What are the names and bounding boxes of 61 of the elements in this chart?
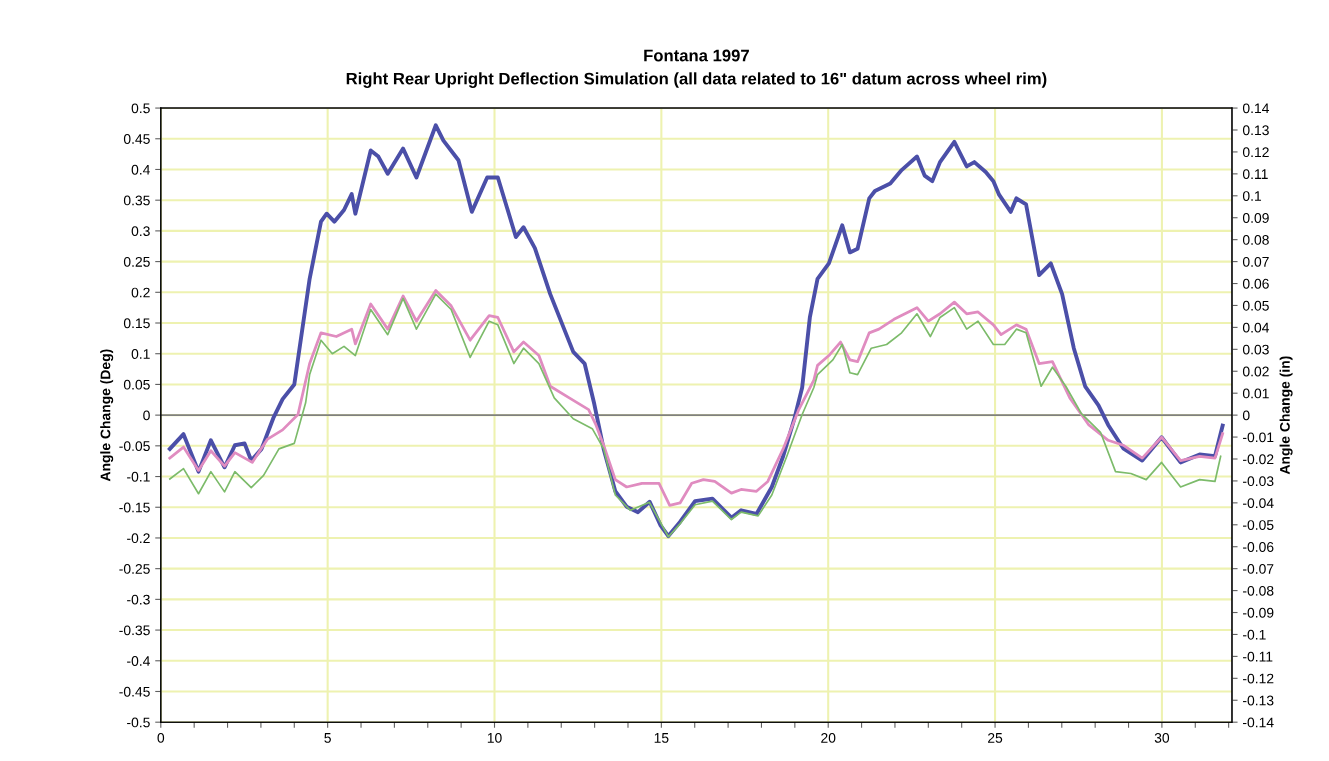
y-tick-label: 0.35 [123,195,150,206]
y-tick-label: 0.05 [123,379,150,390]
y2-tick-label: -0.03 [1243,476,1274,487]
y-tick-label: -0.45 [119,686,150,697]
y2-tick-label: 0.03 [1242,344,1269,355]
y2-tick-label: 0.05 [1242,300,1269,311]
y-tick-label: -0.35 [119,625,150,636]
y2-tick-label: -0.11 [1243,651,1273,662]
x-tick-label: 20 [821,732,836,743]
y-tick-label: -0.05 [119,441,150,451]
x-tick-label: 15 [654,733,669,743]
y2-tick-label: -0.02 [1243,454,1274,465]
y2-tick-label: 0.1 [1242,191,1262,201]
y2-tick-label: 0.09 [1242,213,1269,223]
y2-tick-label: 0.14 [1242,103,1270,114]
y2-tick-label: -0.07 [1243,563,1274,574]
y-tick-label: -0.2 [127,533,150,544]
y-tick-label: 0 [143,410,150,421]
y-tick-label: 0.5 [131,103,150,114]
y2-tick-label: -0.05 [1243,520,1274,530]
y2-tick-label: 0.02 [1242,366,1269,377]
y-tick-label: 0.45 [123,134,150,144]
y2-tick-label: 0.07 [1242,256,1269,267]
y-tick-label: -0.15 [119,502,150,513]
y-tick-label: -0.5 [127,717,150,728]
y2-tick-label: 0.04 [1242,322,1270,333]
y2-tick-label: -0.06 [1243,542,1274,552]
y-tick-label: 0.4 [131,164,150,175]
chart-subtitle: Right Rear Upright Deflection Simulation (all data related to 16" datum across wheel rim) [346,72,1047,88]
y2-tick-label: 0.06 [1242,278,1269,289]
x-tick-label: 5 [324,733,331,743]
x-tick-label: 25 [988,732,1003,743]
y-tick-label: 0.3 [131,226,150,237]
y-tick-label: 0.2 [131,287,150,298]
x-tick-label: 30 [1154,732,1170,743]
y2-tick-label: -0.01 [1243,432,1274,443]
chart-title: Fontana 1997 [644,49,749,62]
y2-tick-label: -0.09 [1243,607,1274,618]
y-tick-label: 0.15 [123,318,150,329]
y2-tick-label: 0.08 [1242,234,1269,245]
y-tick-label: -0.1 [127,471,150,482]
y-tick-label: -0.4 [127,656,150,666]
y2-tick-label: 0.01 [1242,388,1269,399]
y2-tick-label: 0.11 [1242,169,1268,180]
y-tick-label: -0.3 [127,594,150,605]
y2-tick-label: 0 [1242,410,1250,421]
y2-tick-label: 0.13 [1242,125,1269,136]
x-tick-label: 0 [157,732,165,743]
y2-tick-label: -0.13 [1243,695,1274,706]
y2-tick-label: -0.12 [1243,673,1274,684]
y2-tick-label: 0.12 [1242,147,1269,158]
y-tick-label: -0.25 [119,563,150,574]
y2-axis-title: Angle Change (in) [1279,356,1293,475]
y-tick-label: 0.1 [131,349,150,359]
y2-tick-label: -0.14 [1243,717,1274,728]
y2-tick-label: -0.1 [1243,629,1266,640]
y-tick-label: 0.25 [123,256,150,267]
y2-tick-label: -0.04 [1243,498,1274,509]
y2-tick-label: -0.08 [1243,585,1274,596]
y-axis-title: Angle Change (Deg) [100,349,114,482]
x-tick-label: 10 [487,732,502,743]
